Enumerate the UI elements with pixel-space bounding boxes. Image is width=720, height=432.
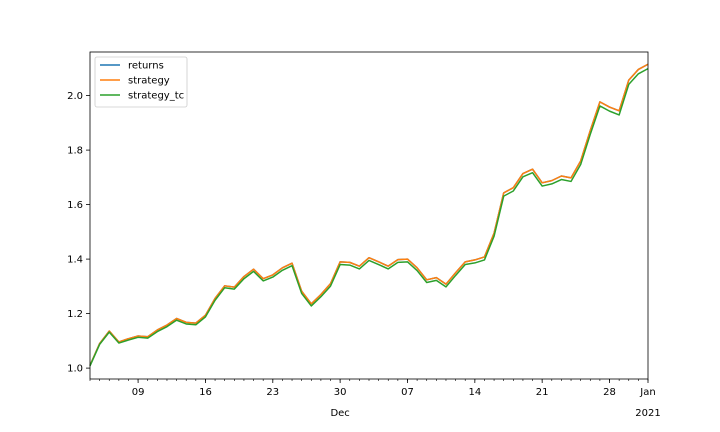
y-axis: 1.0 1.2 1.4 1.6 1.8 2.0 bbox=[67, 91, 90, 375]
legend-label-returns: returns bbox=[128, 61, 164, 72]
x-tick-label: 23 bbox=[266, 387, 279, 398]
y-tick-label: 1.6 bbox=[67, 200, 83, 211]
y-tick-label: 1.0 bbox=[67, 364, 83, 375]
legend: returns strategy strategy_tc bbox=[94, 56, 188, 108]
legend-label-strategy: strategy bbox=[128, 76, 170, 87]
y-tick-label: 1.4 bbox=[67, 255, 83, 266]
y-tick-label: 2.0 bbox=[67, 91, 83, 102]
x-tick-sublabel: Dec bbox=[330, 408, 349, 419]
series-layer bbox=[89, 63, 649, 367]
series-line-strategy_tc bbox=[89, 67, 649, 367]
series-line-strategy bbox=[89, 63, 649, 366]
x-tick-sublabel: 2021 bbox=[635, 408, 660, 419]
legend-label-strategy_tc: strategy_tc bbox=[128, 91, 184, 102]
x-axis: 09 16 23 30 Dec 07 14 21 28 Jan 2021 bbox=[89, 379, 661, 419]
x-tick-label: Jan bbox=[639, 387, 655, 398]
y-tick-label: 1.8 bbox=[67, 146, 83, 157]
x-tick-label: 07 bbox=[401, 387, 414, 398]
x-tick-label: 09 bbox=[132, 387, 145, 398]
x-tick-label: 28 bbox=[603, 387, 616, 398]
x-tick-label: 14 bbox=[468, 387, 481, 398]
y-tick-label: 1.2 bbox=[67, 309, 83, 320]
x-tick-label: 16 bbox=[199, 387, 212, 398]
x-tick-label: 30 bbox=[334, 387, 347, 398]
x-tick-label: 21 bbox=[536, 387, 549, 398]
